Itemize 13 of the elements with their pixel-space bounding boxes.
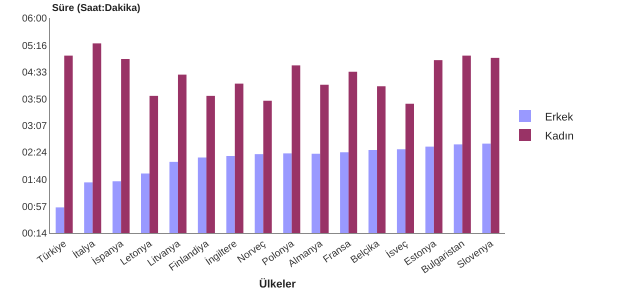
y-tick-label: 04:33 xyxy=(22,68,48,79)
y-tick-label: 03:07 xyxy=(22,121,48,132)
y-tick-label: 06:00 xyxy=(22,14,48,24)
legend-label: Erkek xyxy=(545,111,574,124)
y-tick-label: 01:40 xyxy=(22,175,48,186)
x-axis-title: Ülkeler xyxy=(259,277,297,290)
y-tick-label: 05:16 xyxy=(22,40,48,52)
y-tick-label: 03:50 xyxy=(22,94,48,106)
y-axis-title: Süre (Saat:Dakika) xyxy=(52,3,140,14)
y-tick-label: 00:14 xyxy=(22,228,48,240)
y-tick-label: 02:24 xyxy=(22,148,48,159)
legend-label: Kadın xyxy=(545,130,574,142)
y-tick-label: 00:57 xyxy=(22,202,48,213)
